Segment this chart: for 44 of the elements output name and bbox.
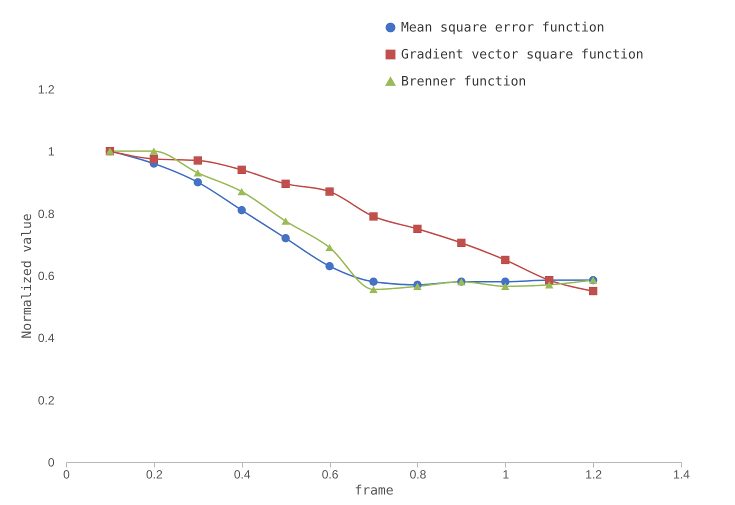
point: [150, 154, 158, 164]
y-tick-label: 1: [48, 144, 55, 159]
point: [501, 282, 510, 290]
point: [194, 169, 202, 177]
point: [545, 281, 554, 288]
legend-label: Gradient vector square function: [401, 48, 644, 62]
y-tick-label: 0: [48, 456, 55, 470]
x-tick-label: 1.2: [585, 468, 602, 482]
point: [369, 212, 378, 221]
point: [325, 244, 334, 252]
x-tick-label: 0.4: [234, 468, 251, 482]
point: [413, 224, 422, 234]
y-tick-label: 0.8: [38, 206, 55, 221]
x-tick-label: 0: [63, 468, 70, 482]
point: [325, 262, 334, 270]
point: [281, 217, 290, 225]
x-tick-label: 0.6: [322, 468, 339, 482]
y-tick-label: 0.4: [38, 331, 55, 346]
point: [194, 178, 202, 186]
x-axis-title: frame: [354, 484, 394, 498]
y-tick-label: 0.6: [38, 269, 55, 283]
point: [238, 166, 246, 174]
point: [238, 206, 246, 214]
x-tick-label: 0.2: [146, 468, 164, 482]
point: [281, 234, 290, 242]
point: [501, 256, 510, 264]
point: [194, 156, 202, 165]
point: [457, 238, 466, 248]
point: [150, 148, 158, 155]
point: [369, 286, 378, 294]
x-tick-label: 1: [502, 468, 510, 482]
y-tick-label: 1.2: [38, 82, 55, 96]
point: [238, 188, 246, 196]
point: [281, 180, 290, 188]
point: [369, 278, 378, 286]
point: [325, 187, 334, 196]
legend-label: Brenner function: [401, 74, 526, 90]
x-tick-label: 1.4: [673, 468, 690, 482]
legend-label: Mean square error function: [401, 20, 604, 36]
point: [588, 286, 598, 296]
y-axis-title: Normalized value: [20, 213, 35, 339]
x-tick-label: 0.8: [410, 468, 427, 482]
point: [501, 278, 510, 286]
y-tick-label: 0.2: [38, 393, 55, 408]
